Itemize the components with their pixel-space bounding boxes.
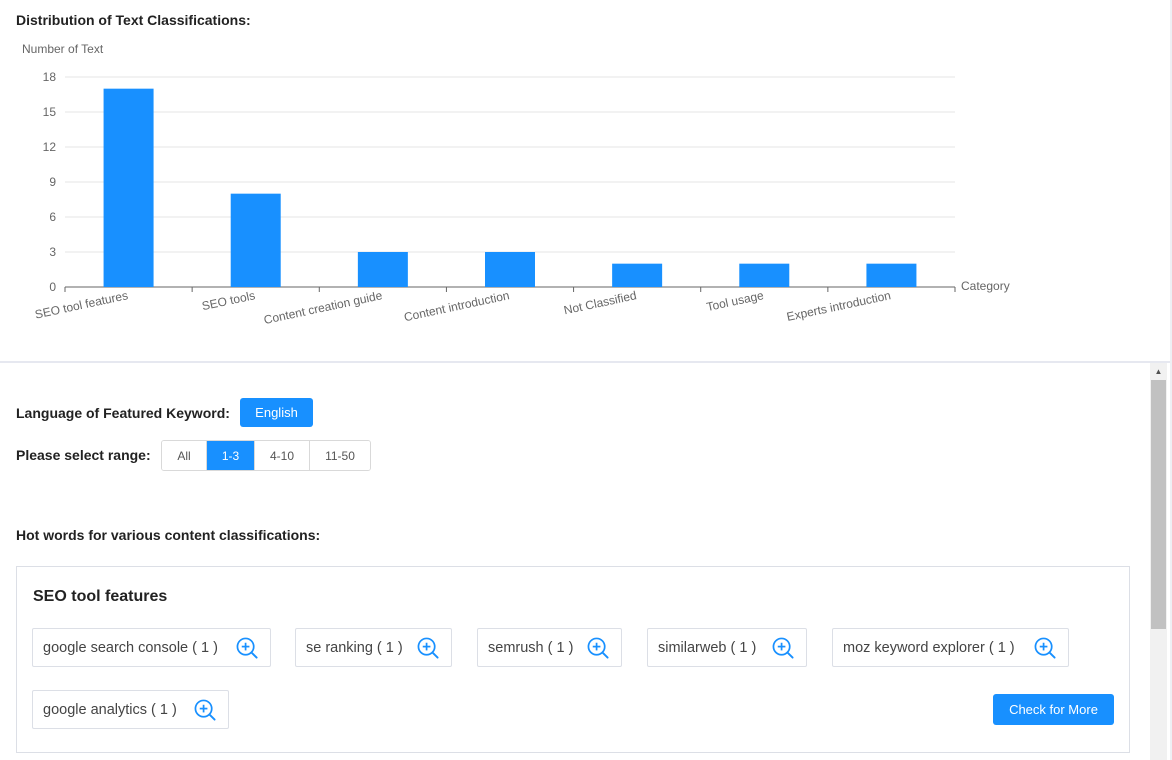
- range-option-all[interactable]: All: [162, 441, 206, 470]
- zoom-in-icon[interactable]: [1034, 637, 1057, 660]
- bar: [866, 263, 917, 287]
- chart-panel: Distribution of Text Classifications: 0 3…: [0, 0, 1170, 363]
- range-option-4-10[interactable]: 4-10: [254, 441, 309, 470]
- bar: [103, 88, 154, 288]
- y-axis-title: Number of Text: [22, 42, 104, 56]
- hot-word-tag[interactable]: se ranking ( 1 ): [295, 628, 452, 667]
- y-tick-label: 0: [49, 280, 56, 294]
- hot-word-label: similarweb ( 1 ): [658, 639, 757, 656]
- hot-word-label: google analytics ( 1 ): [43, 701, 177, 718]
- card-title: SEO tool features: [33, 588, 168, 605]
- zoom-in-icon[interactable]: [772, 637, 795, 660]
- x-axis-title: Category: [961, 279, 1010, 293]
- y-tick-label: 9: [49, 175, 56, 189]
- bar: [612, 263, 663, 287]
- range-selector: All 1-3 4-10 11-50: [161, 440, 371, 471]
- x-tick-label: SEO tools: [201, 288, 257, 313]
- scrollbar-thumb[interactable]: [1151, 380, 1166, 629]
- x-tick-label: Content creation guide: [262, 288, 383, 327]
- x-tick-label: SEO tool features: [34, 288, 130, 321]
- vertical-scrollbar[interactable]: ▲: [1150, 363, 1167, 760]
- zoom-in-icon[interactable]: [587, 637, 610, 660]
- hot-words-card: SEO tool features google search console …: [16, 566, 1130, 753]
- x-tick-label: Content introduction: [403, 288, 511, 324]
- x-tick-label: Experts introduction: [785, 288, 892, 324]
- y-tick-label: 3: [49, 245, 56, 259]
- y-tick-label: 18: [43, 70, 57, 84]
- y-tick-label: 15: [43, 105, 57, 119]
- y-tick-label: 12: [43, 140, 57, 154]
- range-option-1-3[interactable]: 1-3: [206, 441, 254, 470]
- hot-words-heading: Hot words for various content classifica…: [16, 527, 321, 543]
- chart-heading: Distribution of Text Classifications:: [16, 12, 251, 28]
- hot-word-tag[interactable]: google analytics ( 1 ): [32, 690, 229, 729]
- hot-word-tag[interactable]: similarweb ( 1 ): [647, 628, 807, 667]
- bar: [357, 252, 408, 287]
- language-label: Language of Featured Keyword:: [16, 405, 230, 421]
- hot-word-tag[interactable]: semrush ( 1 ): [477, 628, 622, 667]
- check-for-more-button[interactable]: Check for More: [993, 694, 1114, 725]
- page-edge: [1170, 0, 1172, 760]
- zoom-in-icon[interactable]: [417, 637, 440, 660]
- bar: [485, 252, 535, 287]
- bar: [230, 193, 281, 287]
- hot-word-label: moz keyword explorer ( 1 ): [843, 639, 1015, 656]
- range-label: Please select range:: [16, 447, 151, 463]
- hot-word-label: semrush ( 1 ): [488, 639, 574, 656]
- hot-word-tag[interactable]: google search console ( 1 ): [32, 628, 271, 667]
- hot-word-label: se ranking ( 1 ): [306, 639, 403, 656]
- x-tick-label: Not Classified: [562, 288, 637, 317]
- bar: [739, 263, 790, 287]
- y-tick-label: 6: [49, 210, 56, 224]
- hot-word-label: google search console ( 1 ): [43, 639, 218, 656]
- hot-word-tag[interactable]: moz keyword explorer ( 1 ): [832, 628, 1069, 667]
- scroll-up-arrow-icon[interactable]: ▲: [1154, 367, 1163, 376]
- range-option-11-50[interactable]: 11-50: [309, 441, 370, 470]
- x-tick-label: Tool usage: [705, 288, 765, 314]
- zoom-in-icon[interactable]: [236, 637, 259, 660]
- language-english-button[interactable]: English: [240, 398, 313, 427]
- zoom-in-icon[interactable]: [194, 699, 217, 722]
